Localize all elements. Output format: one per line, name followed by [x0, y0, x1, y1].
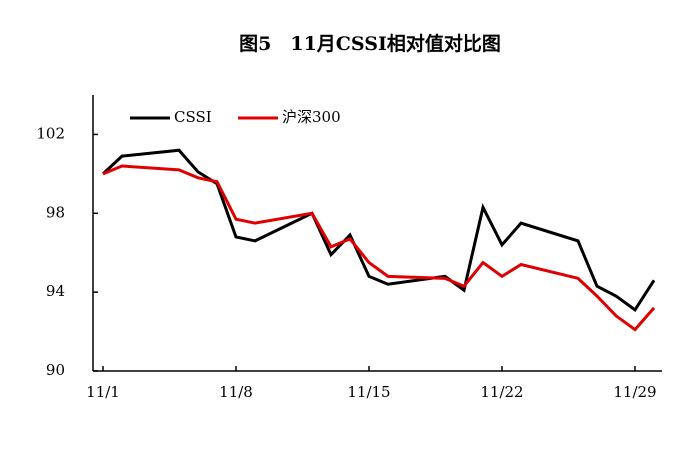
y-tick-label: 90	[46, 361, 65, 379]
line	[102, 164, 656, 332]
x-tick-label: 11/22	[480, 383, 523, 401]
x-tick-label: 11/29	[613, 383, 656, 401]
legend-label: CSSI	[174, 108, 212, 126]
x-tick-label: 11/8	[219, 383, 253, 401]
y-tick-label: 94	[46, 282, 65, 300]
x-tick-label: 11/15	[347, 383, 390, 401]
y-tick-label: 98	[46, 203, 65, 221]
y-tick-label: 102	[36, 124, 65, 142]
line	[101, 148, 656, 313]
x-tick-label: 11/1	[86, 383, 120, 401]
chart-title: 图5 11月CSSI相对值对比图	[239, 32, 501, 55]
legend-label: 沪深300	[282, 108, 341, 126]
